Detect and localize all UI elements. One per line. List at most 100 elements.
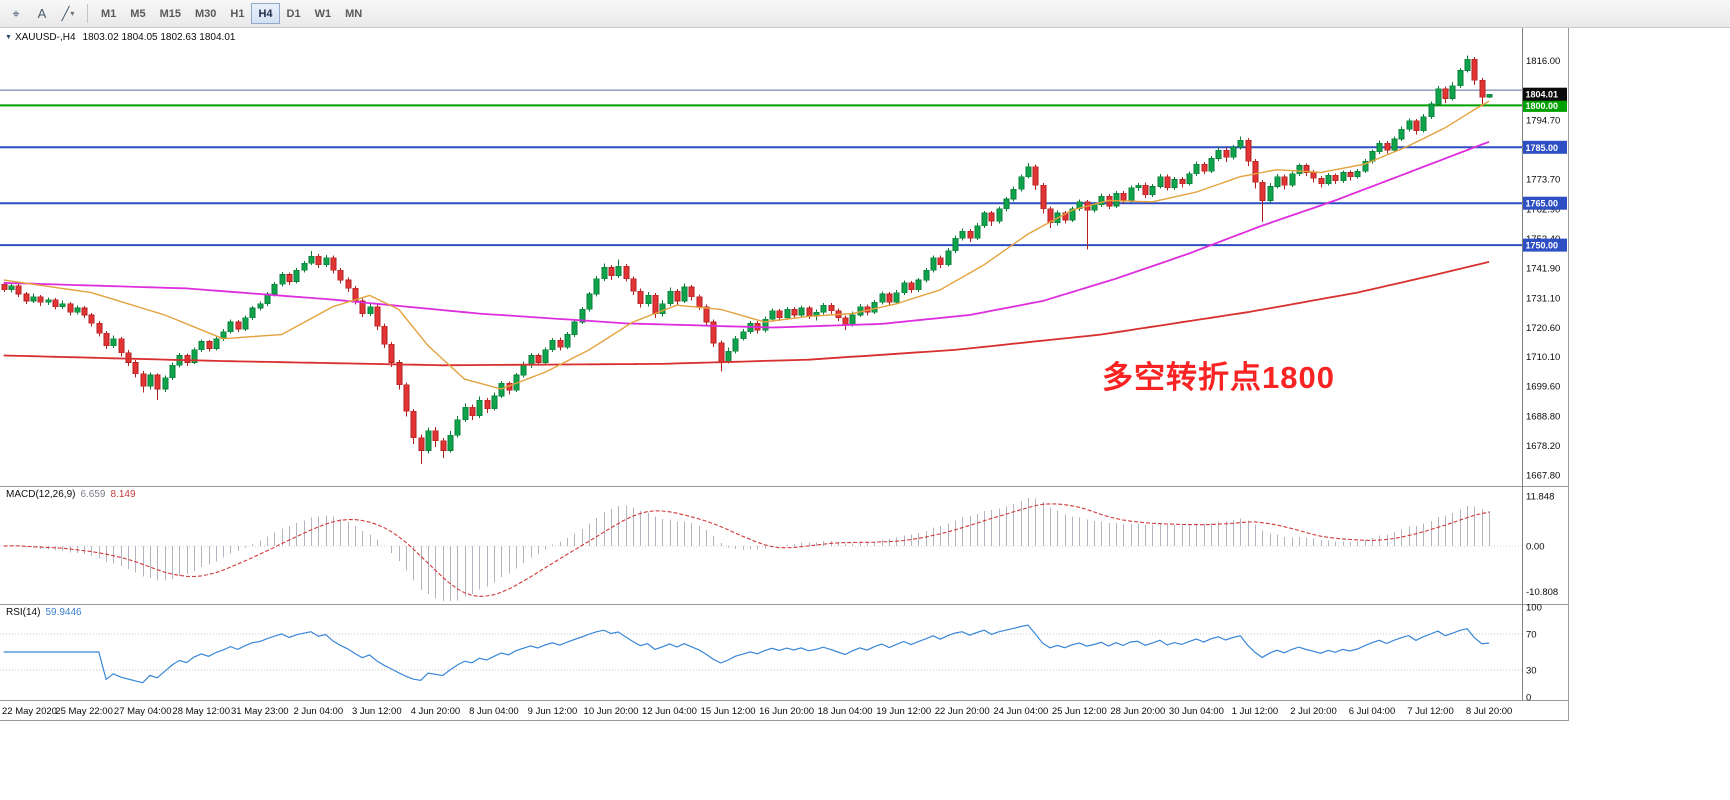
candle — [359, 298, 366, 318]
candle — [1296, 163, 1303, 177]
candle — [506, 381, 513, 395]
candle — [279, 271, 286, 287]
crosshair-tool-button[interactable]: ⌖ — [4, 3, 28, 24]
candle — [725, 347, 732, 364]
candle — [1442, 86, 1449, 103]
rsi-scale-label: 30 — [1526, 666, 1537, 677]
candle — [1362, 158, 1369, 173]
price-axis-label: 1762.90 — [1526, 205, 1560, 216]
candle — [879, 291, 886, 305]
candle — [1106, 194, 1113, 210]
candle — [447, 431, 454, 453]
candle — [162, 375, 169, 392]
candle — [535, 353, 542, 366]
candle — [1340, 170, 1347, 183]
time-axis-label: 24 Jun 04:00 — [993, 706, 1048, 717]
timeframe-m5-button[interactable]: M5 — [123, 3, 152, 24]
candle — [1032, 164, 1039, 190]
candle — [1084, 199, 1091, 250]
toolbar: ⌖ A ╱ ▾ M1 M5 M15 M30 H1 H4 D1 W1 MN — [0, 0, 1730, 28]
workspace-background: 1816.001794.701773.701762.901752.401741.… — [0, 28, 1730, 800]
text-label-tool-button[interactable]: A — [30, 3, 54, 24]
time-axis-label: 22 May 2020 — [2, 706, 57, 717]
candle — [74, 305, 81, 315]
candle — [103, 331, 110, 350]
timeframe-h1-button[interactable]: H1 — [223, 3, 251, 24]
time-axis-label: 22 Jun 20:00 — [935, 706, 990, 717]
candle — [191, 347, 198, 365]
trendline-tool-button[interactable]: ╱ ▾ — [56, 3, 80, 24]
candle — [257, 301, 264, 311]
chevron-down-icon: ▾ — [70, 9, 75, 18]
timeframe-m30-button[interactable]: M30 — [188, 3, 223, 24]
candle — [388, 342, 395, 367]
candle — [564, 332, 571, 350]
candle — [667, 287, 674, 306]
candle — [1040, 182, 1047, 214]
candle — [710, 319, 717, 347]
candle — [286, 272, 293, 285]
time-axis-label: 2 Jul 20:00 — [1290, 706, 1336, 717]
timeframe-h4-button[interactable]: H4 — [251, 3, 280, 24]
ma-slow-red — [3, 261, 1490, 367]
candle — [791, 307, 798, 318]
candle — [484, 397, 491, 413]
crosshair-icon: ⌖ — [12, 5, 20, 21]
candle — [1135, 182, 1142, 191]
candle — [1223, 147, 1230, 162]
candle — [688, 284, 695, 301]
candle — [959, 228, 966, 241]
candle — [549, 337, 556, 353]
timeframe-w1-button[interactable]: W1 — [308, 3, 339, 24]
candle — [88, 313, 95, 327]
time-axis-label: 8 Jul 20:00 — [1466, 706, 1512, 717]
candle — [242, 315, 249, 331]
candle — [1128, 185, 1135, 203]
candle — [945, 248, 952, 267]
candle — [528, 353, 535, 368]
timeframe-mn-button[interactable]: MN — [338, 3, 369, 24]
chart-canvas[interactable]: 1816.001794.701773.701762.901752.401741.… — [0, 28, 1568, 720]
candle — [367, 303, 374, 317]
candle — [1303, 163, 1310, 176]
candle — [886, 292, 893, 306]
candle — [469, 404, 476, 420]
candle — [15, 283, 22, 298]
candle — [301, 261, 308, 273]
ma-mid-magenta — [3, 140, 1490, 329]
candle — [1384, 141, 1391, 154]
candle — [30, 293, 37, 304]
candle — [813, 309, 820, 321]
price-axis-label: 1667.80 — [1526, 470, 1560, 481]
time-axis-label: 18 Jun 04:00 — [818, 706, 873, 717]
time-axis-label: 3 Jun 12:00 — [352, 706, 402, 717]
candle — [403, 382, 410, 417]
price-badge-1800.00-text: 1800.00 — [1526, 101, 1559, 111]
timeframe-m1-button[interactable]: M1 — [94, 3, 123, 24]
candle — [345, 277, 352, 293]
candle — [1237, 136, 1244, 150]
price-axis-label: 1678.20 — [1526, 441, 1560, 452]
candle — [432, 427, 439, 447]
timeframe-m15-button[interactable]: M15 — [153, 3, 188, 24]
price-scale[interactable]: 1816.001794.701773.701762.901752.401741.… — [1523, 56, 1567, 704]
candle — [1464, 55, 1471, 73]
toolbar-separator — [87, 4, 88, 23]
candle — [615, 259, 622, 278]
candle — [974, 223, 981, 241]
candle — [198, 339, 205, 352]
candle — [1201, 161, 1208, 175]
candle — [1435, 86, 1442, 106]
candle — [23, 291, 30, 305]
candle — [1289, 171, 1296, 187]
candle — [1259, 179, 1266, 223]
timeframe-d1-button[interactable]: D1 — [280, 3, 308, 24]
candle — [915, 277, 922, 293]
candle — [374, 304, 381, 331]
candle — [1098, 193, 1105, 207]
chart-annotation-text[interactable]: 多空转折点1800 — [1102, 360, 1335, 395]
time-axis-label: 7 Jul 12:00 — [1407, 706, 1453, 717]
candle — [118, 337, 125, 357]
candle — [784, 306, 791, 320]
